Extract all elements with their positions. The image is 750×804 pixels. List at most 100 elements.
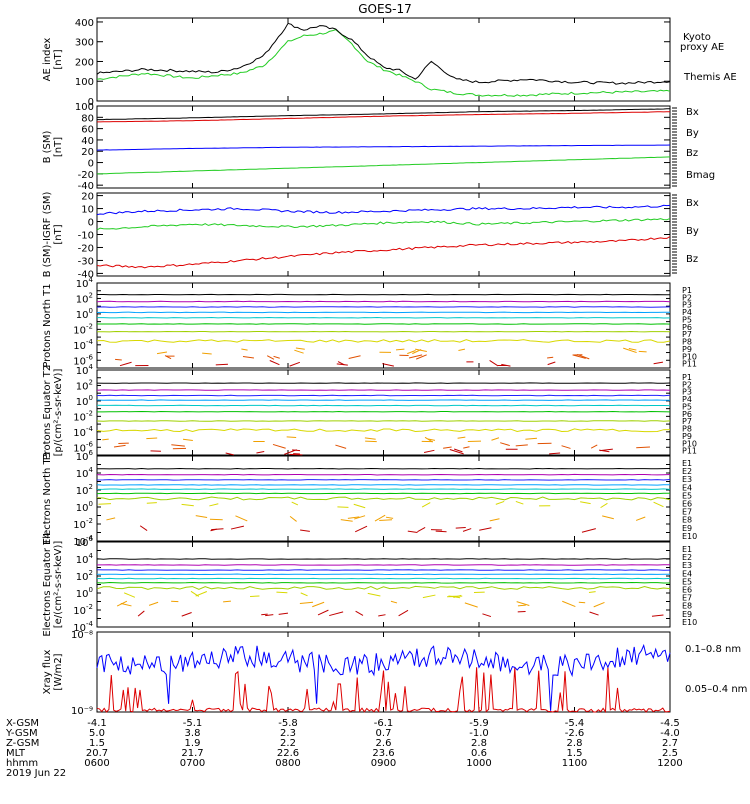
axis-row-value: 1100 <box>562 758 587 769</box>
pe-channel-p11-segment <box>256 452 264 453</box>
en-channel-e1 <box>97 469 670 470</box>
pe-ytick-exp: 4 <box>89 363 94 371</box>
pn-channel-p10-segment <box>547 357 553 358</box>
pn-channel-p9-segment <box>629 349 637 351</box>
en-channel-e9-segment <box>106 518 115 520</box>
en-channel-e8-segment <box>354 504 365 508</box>
pe-channel-p11-segment <box>549 453 560 454</box>
xray-ylabel-text: Xray flux <box>42 650 53 695</box>
ae-series-themis-ae <box>97 23 670 84</box>
pn-ytick-exp: -6 <box>86 353 94 361</box>
ee-channel-e6 <box>97 583 670 584</box>
ee-channel-e10-segment <box>138 611 144 616</box>
ee-channel-e10-segment <box>590 612 599 615</box>
en-ytick-exp: 4 <box>89 466 94 474</box>
en-channel-e10-segment <box>231 526 244 529</box>
pe-ytick-exp: -2 <box>86 409 93 417</box>
pn-channel-p11-segment <box>548 362 556 365</box>
pn-channel-p11-segment <box>290 362 300 366</box>
bsm-legend-bx: Bx <box>686 107 699 118</box>
bsm-legend-bmag: Bmag <box>686 170 715 181</box>
en-channel-e10-segment <box>408 531 418 532</box>
en-channel-e9-segment <box>636 517 645 520</box>
pe-channel-p9-segment <box>183 439 193 440</box>
ee-channel-e9-segment <box>149 602 158 605</box>
bigrf-ylabel-text: B (SM)-IGRF (SM) <box>42 192 53 278</box>
pe-channel-p11-segment <box>289 454 302 455</box>
ee-channel-e8-segment <box>276 592 287 593</box>
xray-ytick-label: 10⁻⁹ <box>71 706 93 717</box>
pn-channel-p10-segment <box>115 359 122 360</box>
pn-channel-p5 <box>97 318 670 319</box>
pe-channel-p9-segment <box>491 438 498 440</box>
pe-channel-p10-segment <box>273 444 286 448</box>
ee-channel-e8-segment <box>301 593 308 596</box>
en-channel-e9-segment <box>341 520 353 522</box>
ee-channel-e10-segment <box>279 613 288 614</box>
ee-ytick-exp: -2 <box>86 603 93 611</box>
ee-channel-e9-segment <box>579 602 585 603</box>
en-ytick-label: 10-2 <box>73 517 93 531</box>
ee-channel-e8-segment <box>191 591 199 596</box>
en-channel-e10-segment <box>463 529 471 532</box>
en-channel-e9-segment <box>602 516 614 519</box>
ee-ytick-label: 10-2 <box>73 603 93 617</box>
pn-channel-p6 <box>97 324 670 325</box>
pn-ytick-label: 10-4 <box>73 338 93 352</box>
en-channel-e8-segment <box>496 501 504 504</box>
ee-channel-e10-segment <box>182 612 192 616</box>
en-channel-e9-segment <box>196 516 207 518</box>
pn-ytick-label: 102 <box>76 291 93 305</box>
en-channel-e10-segment <box>436 531 447 532</box>
bigrf-legend-bx: Bx <box>686 198 699 209</box>
pe-ylabel: Protons Equator T2[p/(cm²-s-sr-keV)] <box>42 365 64 461</box>
ee-ylabel-text: Electrons Equator T4 <box>42 532 53 636</box>
date-label: 2019 Jun 22 <box>6 768 66 779</box>
ee-channel-e9-segment <box>117 601 127 606</box>
en-channel-e8-segment <box>209 504 218 506</box>
bsm-ytick-label: -20 <box>78 170 94 181</box>
bigrf-legend-bz: Bz <box>686 254 698 265</box>
en-channel-e8-segment <box>98 504 111 505</box>
pn-channel-p2 <box>97 301 670 302</box>
xray-legend-short: 0.1–0.8 nm <box>685 644 741 655</box>
en-channel-e9-segment <box>290 516 297 521</box>
pn-ytick-exp: -2 <box>86 322 93 330</box>
en-legend-e10: E10 <box>682 532 697 541</box>
en-channel-e3 <box>97 480 670 481</box>
bsm-ytick-label: -40 <box>78 181 94 192</box>
ee-channel-e8-segment <box>589 592 596 593</box>
bsm-ytick-label: 100 <box>75 102 94 113</box>
ae-ytick-label: 400 <box>75 18 94 29</box>
ee-channel-e8-segment <box>423 595 436 598</box>
ee-channel-e9-segment <box>518 605 526 606</box>
bigrf-ytick-label: 10 <box>81 205 94 216</box>
ee-channel-e10-segment <box>356 611 363 615</box>
pe-channel-p10-segment <box>562 446 571 449</box>
en-ytick-label: 100 <box>76 500 93 514</box>
pe-channel-p10-segment <box>114 445 126 447</box>
pe-ytick-label: 102 <box>76 378 93 392</box>
ee-channel-e2 <box>97 565 670 566</box>
pe-ytick-exp: 2 <box>89 378 93 386</box>
ae-legend-themis: Themis AE <box>683 72 737 83</box>
ae-ytick-label: 100 <box>75 77 94 88</box>
en-channel-e7 <box>97 497 670 500</box>
bigrf-ytick-label: 20 <box>81 192 94 203</box>
en-channel-e8-segment <box>601 503 608 507</box>
pn-channel-p11-segment <box>120 362 132 365</box>
en-ytick-label: 102 <box>76 483 93 497</box>
xray-ytick-label: 10⁻⁸ <box>71 630 93 641</box>
bsm-ylabel: B (SM)[nT] <box>42 130 64 163</box>
pe-channel-p11-segment <box>424 450 434 452</box>
en-channel-e10-segment <box>417 527 425 531</box>
pn-channel-p9-segment <box>294 350 303 353</box>
pn-channel-p9-segment <box>458 349 464 350</box>
bsm-legend-bz: Bz <box>686 148 698 159</box>
pe-channel-p10-segment <box>443 447 451 448</box>
pe-ytick-label: 100 <box>76 394 93 408</box>
pn-channel-p11-segment <box>270 360 280 364</box>
pn-channel-p9-segment <box>157 352 167 354</box>
pn-ytick-label: 10-2 <box>73 322 93 336</box>
